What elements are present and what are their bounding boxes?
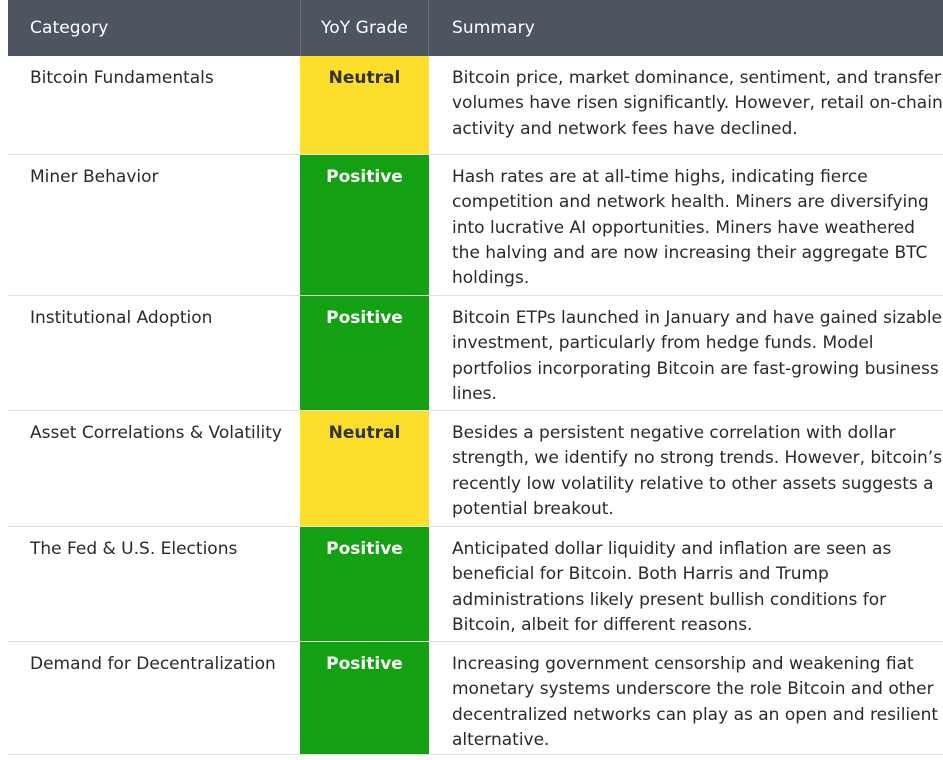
grade-badge: Positive [300, 527, 429, 641]
grade-badge: Positive [300, 642, 429, 754]
row-category: Miner Behavior [30, 167, 159, 187]
table-header: Category YoY Grade Summary [8, 0, 943, 56]
row-category: Bitcoin Fundamentals [30, 68, 214, 88]
header-summary: Summary [452, 18, 535, 38]
row-category: Demand for Decentralization [30, 654, 276, 674]
grade-badge: Neutral [300, 56, 429, 154]
row-category: Institutional Adoption [30, 308, 213, 328]
row-summary: Anticipated dollar liquidity and inflati… [452, 539, 892, 635]
row-summary: Hash rates are at all-time highs, indica… [452, 167, 929, 289]
grade-badge: Neutral [300, 411, 429, 526]
row-summary: Bitcoin price, market dominance, sentime… [452, 68, 943, 139]
header-category: Category [30, 18, 109, 38]
table-row: Miner Behavior Positive Hash rates are a… [8, 155, 943, 296]
row-summary: Increasing government censorship and wea… [452, 654, 939, 750]
row-category: The Fed & U.S. Elections [30, 539, 238, 559]
grade-badge: Positive [300, 155, 429, 295]
table-row: Institutional Adoption Positive Bitcoin … [8, 296, 943, 411]
row-category: Asset Correlations & Volatility [30, 423, 282, 443]
table-row: Bitcoin Fundamentals Neutral Bitcoin pri… [8, 56, 943, 155]
row-summary: Bitcoin ETPs launched in January and hav… [452, 308, 943, 404]
table-row: The Fed & U.S. Elections Positive Antici… [8, 527, 943, 642]
row-summary: Besides a persistent negative correlatio… [452, 423, 943, 519]
table-row: Demand for Decentralization Positive Inc… [8, 642, 943, 755]
table-row: Asset Correlations & Volatility Neutral … [8, 411, 943, 527]
header-grade: YoY Grade [300, 0, 429, 56]
grade-badge: Positive [300, 296, 429, 410]
grade-table: Category YoY Grade Summary Bitcoin Funda… [8, 0, 943, 755]
